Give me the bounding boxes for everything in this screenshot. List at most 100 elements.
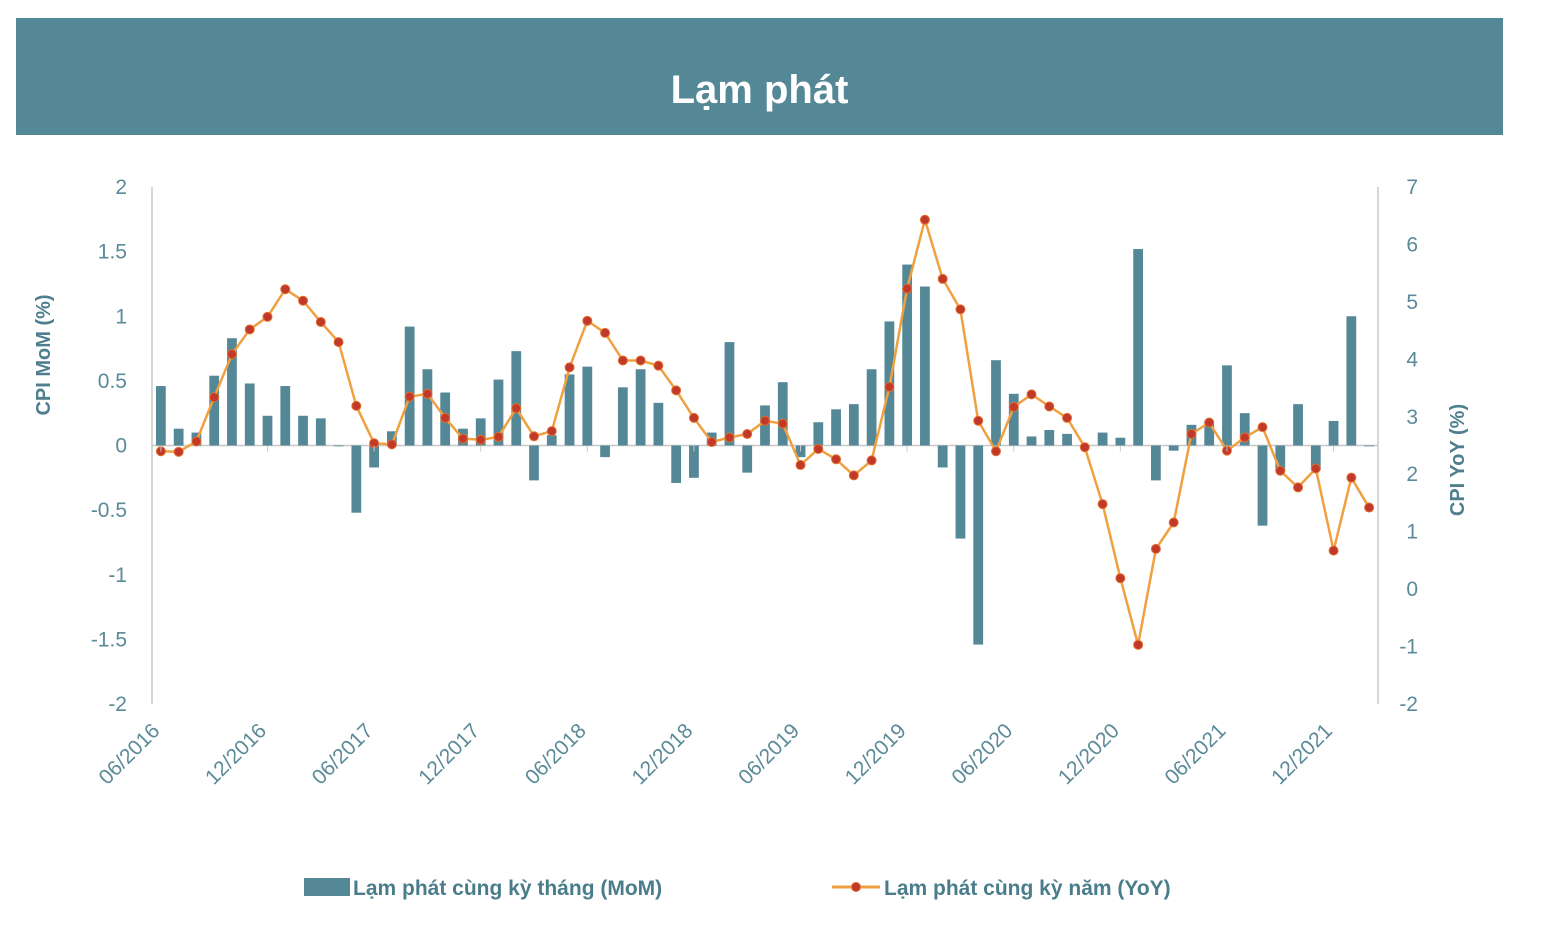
yoy-point xyxy=(298,295,309,306)
mom-bar xyxy=(1044,429,1055,446)
yoy-point xyxy=(1062,412,1073,423)
mom-bar xyxy=(653,402,664,446)
mom-bar xyxy=(1133,249,1144,446)
mom-bar xyxy=(173,428,184,446)
mom-bar xyxy=(777,382,788,446)
yoy-point xyxy=(1257,422,1268,433)
y-left-tick-label: 2 xyxy=(115,176,127,199)
yoy-point xyxy=(1168,517,1179,528)
mom-bar xyxy=(973,445,984,645)
yoy-point xyxy=(706,437,717,448)
x-tick-label: 12/2017 xyxy=(414,719,484,789)
yoy-point xyxy=(1079,442,1090,453)
mom-bar xyxy=(1222,365,1232,446)
yoy-point xyxy=(742,429,753,440)
mom-bar xyxy=(635,369,646,446)
yoy-point xyxy=(831,454,842,465)
x-tick-label: 06/2020 xyxy=(947,719,1017,789)
mom-bar xyxy=(991,360,1001,446)
mom-bar xyxy=(511,351,522,446)
mom-bar xyxy=(671,445,682,483)
yoy-point xyxy=(475,434,486,445)
mom-bar xyxy=(564,374,575,446)
yoy-point xyxy=(990,446,1001,457)
x-tick-label: 06/2018 xyxy=(521,719,591,789)
mom-bar xyxy=(920,286,930,446)
y-right-tick-label: 7 xyxy=(1406,176,1418,199)
x-tick-label: 12/2021 xyxy=(1267,719,1337,789)
x-tick-label: 06/2021 xyxy=(1161,719,1231,789)
mom-bar xyxy=(422,369,433,446)
yoy-point xyxy=(457,433,468,444)
mom-bar xyxy=(813,422,824,446)
yoy-point xyxy=(1026,389,1037,400)
mom-bar xyxy=(155,386,166,446)
yoy-point xyxy=(671,385,682,396)
legend-bar-label: Lạm phát cùng kỳ tháng (MoM) xyxy=(353,877,662,900)
yoy-point xyxy=(635,355,646,366)
yoy-point xyxy=(1310,463,1321,474)
mom-bar xyxy=(902,264,913,446)
mom-bar xyxy=(1204,420,1215,446)
yoy-point xyxy=(209,392,220,403)
mom-bar xyxy=(1115,437,1126,446)
mom-bar xyxy=(546,435,557,446)
mom-bar xyxy=(386,431,397,446)
mom-bar xyxy=(582,366,593,446)
yoy-point xyxy=(653,360,664,371)
yoy-point xyxy=(1008,402,1019,413)
yoy-point xyxy=(582,315,593,326)
yoy-point xyxy=(440,412,451,423)
page-title: Lạm phát xyxy=(670,68,849,112)
mom-bar xyxy=(369,445,379,468)
mom-bar xyxy=(315,418,326,446)
y-left-tick-label: 0.5 xyxy=(98,370,127,393)
mom-bar xyxy=(1008,393,1019,446)
y-left-tick-label: 0 xyxy=(115,435,127,458)
y-right-tick-label: 2 xyxy=(1406,463,1418,486)
yoy-point xyxy=(404,391,415,402)
yoy-point xyxy=(511,403,522,414)
yoy-point xyxy=(351,400,362,411)
yoy-point xyxy=(529,431,540,442)
x-tick-label: 12/2016 xyxy=(201,719,271,789)
y-right-axis-title: CPI YoY (%) xyxy=(1447,404,1469,516)
mom-bar xyxy=(493,379,504,446)
legend-bar-swatch xyxy=(304,878,350,896)
yoy-point xyxy=(600,327,611,338)
yoy-point xyxy=(1097,499,1108,510)
yoy-point xyxy=(226,349,237,360)
yoy-point xyxy=(937,273,948,284)
mom-bar xyxy=(848,404,859,446)
yoy-point xyxy=(1204,417,1215,428)
mom-bar xyxy=(600,445,610,458)
y-right-tick-label: 3 xyxy=(1406,406,1418,429)
yoy-point xyxy=(280,284,291,295)
yoy-point xyxy=(244,324,255,335)
legend-line-marker xyxy=(851,882,861,892)
x-tick-label: 12/2019 xyxy=(841,719,911,789)
mom-bar xyxy=(1168,445,1179,451)
y-right-tick-label: 1 xyxy=(1406,521,1418,544)
yoy-point xyxy=(422,388,433,399)
y-left-tick-label: -1.5 xyxy=(91,628,127,651)
x-tick-label: 06/2017 xyxy=(308,719,378,789)
mom-bar xyxy=(1328,420,1339,446)
y-left-tick-label: -1 xyxy=(108,564,127,587)
yoy-point xyxy=(884,381,895,392)
mom-bar xyxy=(404,326,415,446)
yoy-point xyxy=(902,283,913,294)
yoy-point xyxy=(1150,543,1161,554)
mom-bar xyxy=(955,445,966,539)
mom-bar xyxy=(227,338,237,446)
y-right-tick-label: 0 xyxy=(1406,578,1418,601)
yoy-point xyxy=(1133,639,1144,650)
y-left-axis-title: CPI MoM (%) xyxy=(33,294,55,415)
yoy-point xyxy=(191,436,202,447)
yoy-point xyxy=(564,362,575,373)
mom-bar xyxy=(1310,445,1321,469)
y-right-tick-label: -2 xyxy=(1399,693,1418,716)
mom-bar xyxy=(280,386,291,446)
y-left-tick-label: 1 xyxy=(115,305,127,328)
